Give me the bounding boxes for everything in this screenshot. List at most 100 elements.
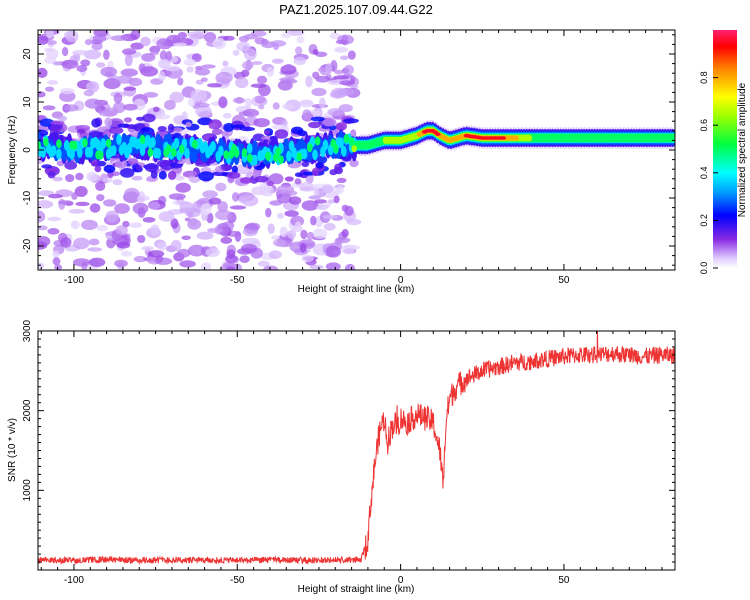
heatmap-noise-cell bbox=[156, 242, 168, 251]
heatmap-noise-cell bbox=[59, 237, 72, 248]
heatmap-noise-cell bbox=[123, 86, 137, 91]
heatmap-noise-cell bbox=[149, 45, 161, 54]
heatmap-noise-cell bbox=[112, 179, 123, 186]
heatmap-noise-cell bbox=[59, 88, 75, 95]
heatmap-band-cell bbox=[64, 161, 78, 170]
heatmap-ridge-cell bbox=[43, 137, 49, 147]
heatmap-ridge-cell bbox=[241, 148, 248, 158]
heatmap-noise-cell bbox=[243, 48, 257, 61]
heatmap-noise-cell bbox=[197, 200, 208, 205]
heatmap-noise-cell bbox=[271, 235, 281, 240]
heatmap-y-axis: -20 -10 0 10 20 bbox=[22, 34, 675, 266]
y-tick-label: 3000 bbox=[22, 319, 33, 342]
heatmap-band-cell bbox=[254, 176, 269, 183]
heatmap-noise-cell bbox=[86, 171, 98, 182]
heatmap-noise-cell bbox=[75, 201, 90, 207]
heatmap-band-cell bbox=[322, 117, 337, 127]
heatmap-band-cell bbox=[198, 171, 214, 182]
heatmap-noise-cell bbox=[279, 226, 288, 238]
heatmap-noise-cell bbox=[244, 33, 258, 40]
heatmap-noise-cell bbox=[254, 95, 266, 104]
heatmap-band-cell bbox=[263, 130, 271, 135]
heatmap-noise-cell bbox=[333, 195, 340, 204]
heatmap-noise-cell bbox=[336, 185, 345, 195]
heatmap-noise-cell bbox=[284, 210, 299, 217]
heatmap-noise-cell bbox=[312, 228, 328, 239]
heatmap-band-cell bbox=[335, 122, 347, 131]
heatmap-noise-cell bbox=[215, 209, 232, 221]
heatmap-noise-cell bbox=[42, 105, 56, 111]
heatmap-ridge-cell bbox=[178, 144, 185, 154]
heatmap-noise-cell bbox=[229, 205, 247, 210]
heatmap-noise-cell bbox=[124, 187, 140, 200]
heatmap-band-cell bbox=[343, 118, 359, 124]
heatmap-band-cell bbox=[150, 170, 158, 179]
heatmap-noise-cell bbox=[245, 98, 252, 110]
heatmap-noise-cell bbox=[83, 89, 95, 97]
heatmap-noise-cell bbox=[45, 86, 55, 92]
colorbar-label: Normalized spectral amplitude bbox=[737, 82, 748, 217]
heatmap-band-cell bbox=[274, 129, 289, 139]
heatmap-band-cell bbox=[65, 174, 75, 183]
heatmap-noise-cell bbox=[318, 97, 326, 109]
heatmap-noise-cell bbox=[308, 195, 321, 200]
heatmap-band-cell bbox=[231, 165, 238, 174]
heatmap-noise-cell bbox=[176, 248, 191, 258]
heatmap-noise-cell bbox=[173, 42, 187, 47]
heatmap-ridge-cell bbox=[69, 148, 75, 160]
heatmap-noise-cell bbox=[91, 42, 103, 51]
colorbar-tick-label: 0.8 bbox=[699, 71, 709, 84]
heatmap-ridge-cell bbox=[312, 149, 318, 161]
heatmap-band-cell bbox=[301, 161, 310, 167]
heatmap-noise-cell bbox=[98, 109, 117, 117]
heatmap-ridge-cell bbox=[218, 145, 224, 157]
heatmap-noise-cell bbox=[215, 182, 227, 192]
heatmap-noise-cell bbox=[57, 200, 74, 205]
heatmap-noise-cell bbox=[113, 92, 123, 104]
colorbar-tick-label: 0.2 bbox=[699, 214, 709, 227]
y-tick-label: 0 bbox=[22, 147, 33, 153]
x-tick-label: 50 bbox=[558, 575, 570, 586]
heatmap-band-cell bbox=[135, 164, 142, 171]
heatmap-noise-cell bbox=[225, 254, 239, 264]
heatmap-ridge-cell bbox=[139, 134, 146, 144]
heatmap-band-cell bbox=[108, 126, 124, 135]
heatmap-noise-cell bbox=[187, 31, 205, 38]
heatmap-noise-cell bbox=[276, 184, 295, 195]
heatmap-noise-cell bbox=[165, 50, 173, 62]
heatmap-noise-cell bbox=[57, 115, 67, 122]
heatmap-noise-cell bbox=[215, 71, 233, 84]
heatmap-noise-cell bbox=[217, 201, 228, 213]
heatmap-noise-cell bbox=[246, 222, 261, 231]
heatmap-noise-cell bbox=[293, 56, 307, 66]
heatmap-ridge-cell bbox=[252, 154, 258, 166]
heatmap-band-cell bbox=[297, 130, 308, 137]
heatmap-band-cell bbox=[208, 123, 218, 130]
heatmap-noise-cell bbox=[123, 103, 138, 111]
heatmap-ridge-cell bbox=[77, 147, 83, 158]
heatmap-ridge-cell bbox=[307, 143, 313, 153]
heatmap-noise-cell bbox=[71, 192, 78, 200]
heatmap-noise-cell bbox=[325, 262, 341, 270]
heatmap-noise-cell bbox=[93, 30, 109, 37]
heatmap-band-cell bbox=[136, 116, 145, 121]
heatmap-noise-cell bbox=[61, 46, 69, 57]
heatmap-noise-cell bbox=[103, 49, 110, 60]
heatmap-noise-cell bbox=[296, 36, 305, 44]
heatmap-noise-cell bbox=[65, 30, 79, 43]
heatmap-noise-cell bbox=[336, 88, 355, 96]
heatmap-noise-cell bbox=[302, 109, 312, 120]
heatmap-band-cell bbox=[311, 167, 319, 177]
heatmap-noise-cell bbox=[131, 175, 143, 181]
heatmap-ridge-cell bbox=[97, 150, 104, 160]
heatmap-noise-cell bbox=[295, 46, 303, 55]
heatmap-noise-cell bbox=[299, 242, 307, 253]
heatmap-noise-cell bbox=[195, 105, 212, 118]
heatmap-noise-cell bbox=[322, 214, 338, 219]
snr-y-label: SNR (10 * v/v) bbox=[7, 418, 18, 482]
heatmap-noise-cell bbox=[138, 63, 146, 73]
x-tick-label: 0 bbox=[398, 575, 404, 586]
heatmap-noise-cell bbox=[152, 106, 160, 113]
y-tick-label: 10 bbox=[22, 96, 33, 108]
